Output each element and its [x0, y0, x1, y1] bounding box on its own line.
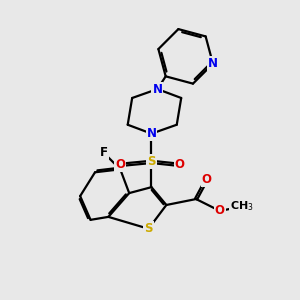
- Text: CH$_3$: CH$_3$: [230, 200, 254, 213]
- Text: O: O: [202, 173, 212, 186]
- Text: S: S: [144, 222, 153, 235]
- Text: N: N: [152, 82, 162, 96]
- Text: O: O: [115, 158, 125, 171]
- Text: S: S: [147, 155, 156, 168]
- Text: N: N: [208, 57, 218, 70]
- Text: N: N: [146, 127, 157, 140]
- Text: O: O: [215, 204, 225, 218]
- Text: F: F: [100, 146, 108, 160]
- Text: O: O: [175, 158, 185, 171]
